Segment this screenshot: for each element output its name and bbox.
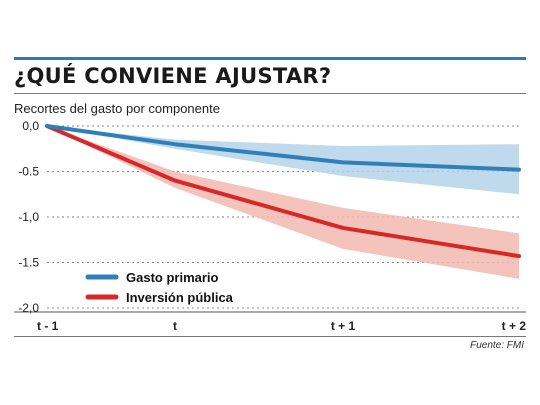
x-axis-ticks: t - 1 t t + 1 t + 2 [37, 319, 526, 333]
bottom-divider [14, 336, 526, 337]
y-axis-ticks: 0,0 -0.5 -1,0 -1.5 -2,0 [18, 119, 39, 315]
x-tick-label: t + 1 [331, 319, 356, 333]
legend-label: Inversión pública [126, 290, 234, 305]
y-tick-label: 0,0 [22, 119, 39, 133]
title-divider [14, 93, 526, 94]
band-inversion-publica [47, 126, 519, 279]
y-tick-label: -0.5 [18, 165, 39, 179]
top-accent-rule [14, 57, 526, 60]
x-tick-label: t [173, 319, 177, 333]
series-lines [45, 124, 521, 259]
series-line-inversion-publica [45, 124, 521, 259]
source-note: Fuente: FMI [470, 340, 524, 351]
confidence-bands [47, 126, 519, 279]
chart-subtitle: Recortes del gasto por componente [14, 101, 220, 116]
y-tick-label: -1.5 [18, 256, 39, 270]
series-line-gasto-primario [45, 124, 521, 172]
legend-label: Gasto primario [126, 270, 219, 285]
y-tick-label: -2,0 [18, 301, 39, 315]
legend: Gasto primario Inversión pública [85, 270, 234, 305]
page-title: ¿QUÉ CONVIENE AJUSTAR? [14, 64, 332, 88]
y-tick-label: -1,0 [18, 210, 39, 224]
x-tick-label: t + 2 [502, 319, 527, 333]
x-tick-label: t - 1 [37, 319, 59, 333]
